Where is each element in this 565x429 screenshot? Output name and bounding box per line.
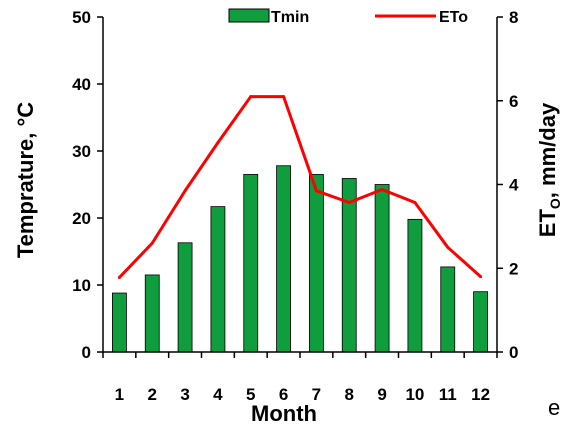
eto-line	[118, 95, 482, 279]
eto-point-12	[479, 275, 483, 279]
eto-point-2	[150, 241, 154, 245]
panel-letter: e	[548, 395, 560, 420]
legend: Tmin ETo	[228, 8, 468, 26]
eto-point-8	[347, 201, 351, 205]
eto-point-9	[380, 188, 384, 192]
legend-swatch-tmin	[228, 8, 270, 23]
eto-point-6	[282, 95, 286, 99]
right-tick-label: 0	[509, 343, 518, 362]
bar-tmin-1	[112, 292, 127, 353]
right-tick-label: 2	[509, 259, 518, 278]
bar-tmin-8	[341, 178, 357, 353]
x-tick-label-8: 8	[345, 385, 354, 404]
legend-label-tmin: Tmin	[271, 9, 309, 26]
right-tick-label: 8	[509, 8, 518, 27]
left-tick-label: 30	[72, 142, 91, 161]
bar-tmin-2	[144, 274, 160, 353]
y-axis-title: Temprature, °C	[13, 102, 38, 258]
x-tick-label-11: 11	[439, 385, 457, 404]
bar-tmin-9	[374, 184, 390, 353]
bar-tmin-10	[407, 218, 423, 353]
x-tick-label-9: 9	[377, 385, 386, 404]
x-tick-label-12: 12	[471, 385, 490, 404]
eto-points	[117, 95, 483, 279]
bar-tmin-7	[309, 174, 324, 353]
bar-tmin-4	[210, 206, 226, 353]
x-tick-label-2: 2	[148, 385, 157, 404]
eto-point-7	[314, 189, 318, 193]
eto-point-5	[249, 95, 253, 99]
left-tick-label: 20	[72, 209, 91, 228]
right-tick-label: 6	[509, 92, 518, 111]
x-tick-label-3: 3	[180, 385, 189, 404]
eto-point-10	[413, 201, 417, 205]
bar-tmin-6	[276, 165, 291, 353]
legend-label-eto: ETo	[439, 9, 468, 26]
left-tick-label: 50	[72, 8, 91, 27]
x-tick-label-10: 10	[405, 385, 424, 404]
x-axis-title: Month	[251, 401, 317, 426]
x-tick-label-6: 6	[279, 385, 288, 404]
left-y-ticks: 0 10 20 30 40 50	[72, 8, 103, 362]
left-tick-label: 0	[82, 343, 91, 362]
eto-point-3	[183, 189, 187, 193]
right-y-ticks: 0 2 4 6 8	[497, 8, 519, 362]
x-tick-label-7: 7	[312, 385, 321, 404]
bar-tmin-11	[440, 266, 456, 353]
x-tick-label-1: 1	[115, 385, 124, 404]
x-tick-label-4: 4	[213, 385, 223, 404]
tmin-bars	[112, 165, 488, 353]
eto-point-1	[117, 275, 121, 279]
left-tick-label: 10	[72, 276, 91, 295]
eto-point-4	[216, 141, 220, 145]
y2-axis-title: ETO, mm/day	[535, 102, 563, 237]
bar-tmin-3	[177, 242, 193, 353]
bar-tmin-5	[243, 174, 259, 353]
x-tick-label-5: 5	[246, 385, 255, 404]
bar-tmin-12	[473, 291, 488, 353]
x-ticks: 1 2 3 4 5 6 7 8 9 10 11 12	[102, 352, 498, 404]
right-tick-label: 4	[509, 176, 519, 195]
left-tick-label: 40	[72, 75, 91, 94]
eto-point-11	[446, 245, 450, 249]
